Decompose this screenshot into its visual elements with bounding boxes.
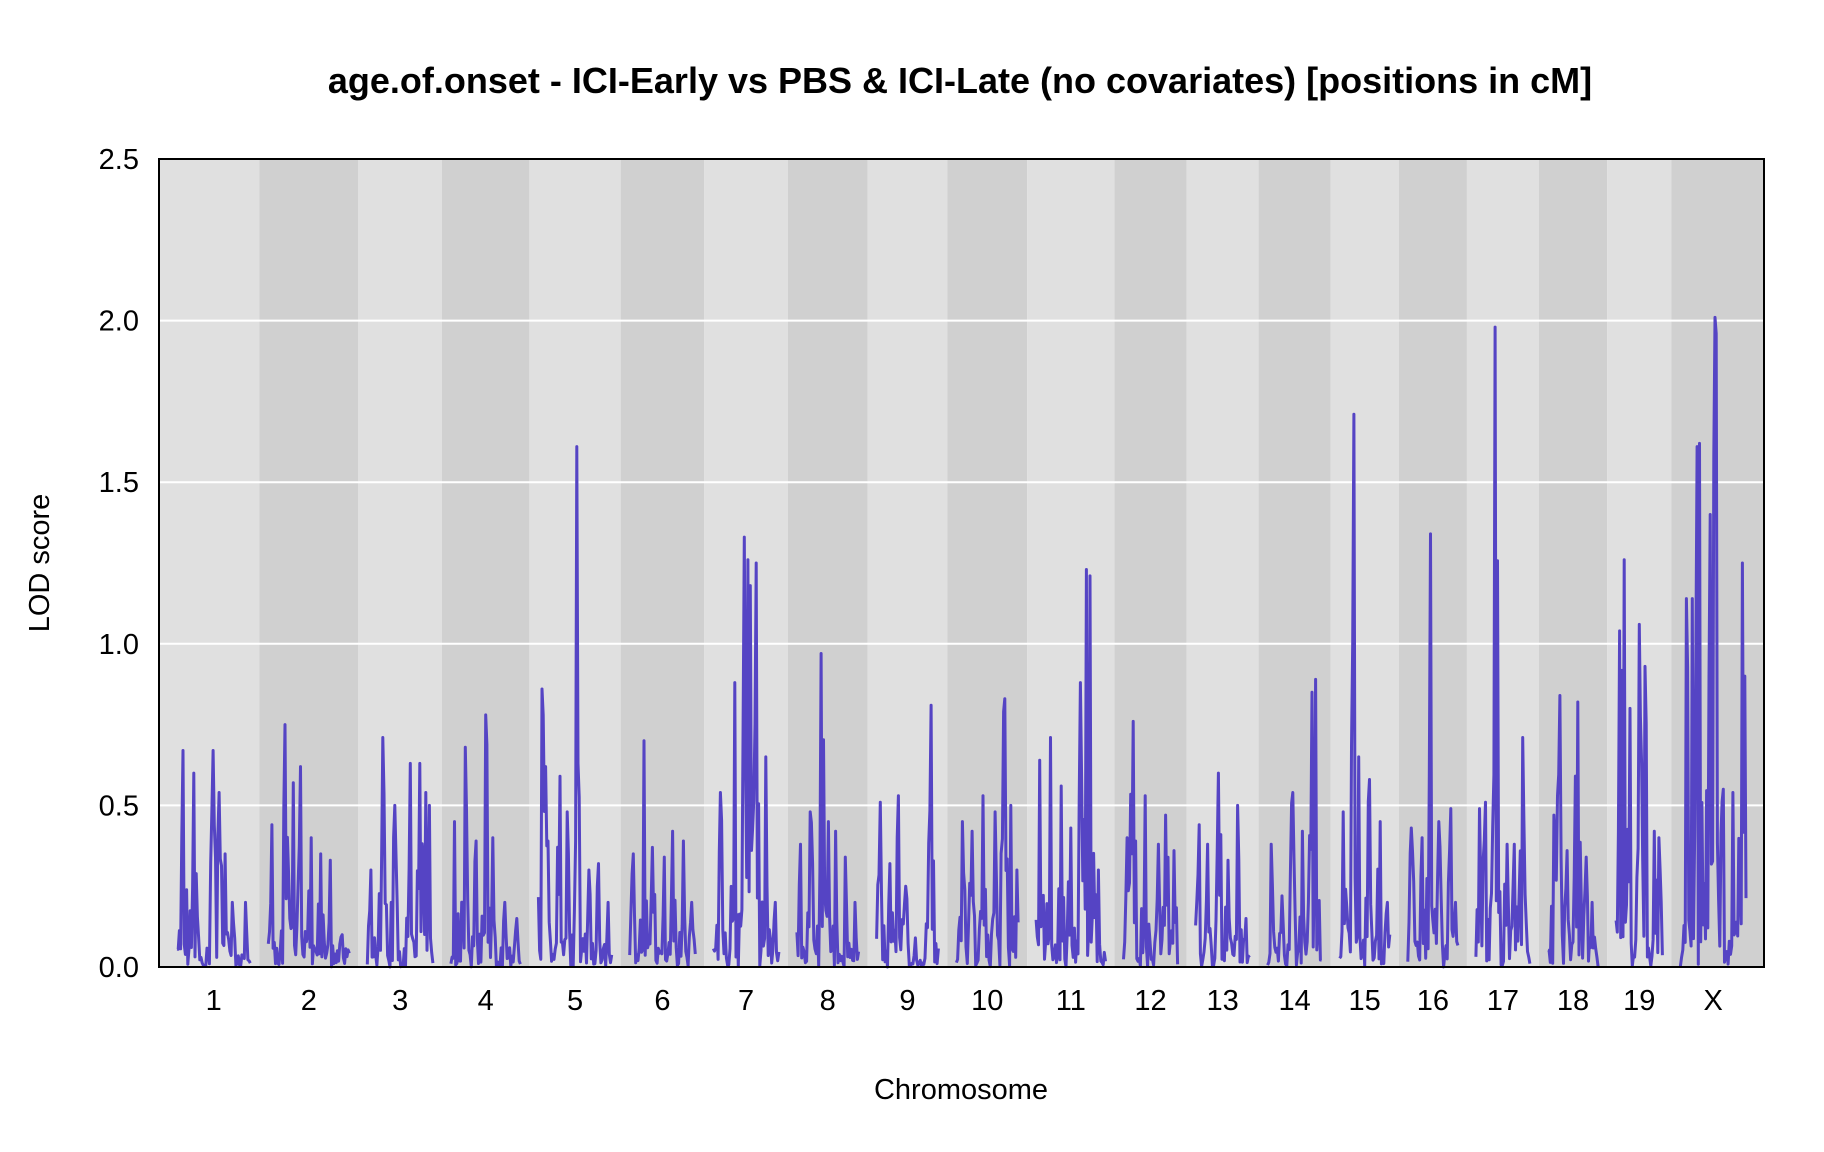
x-tick-label-chr-8: 8 <box>820 985 836 1017</box>
lod-line-chr-15 <box>1338 412 1392 968</box>
x-axis-label: Chromosome <box>874 1074 1048 1106</box>
y-axis-label: LOD score <box>24 494 56 633</box>
lod-line-chr-19 <box>1614 558 1664 968</box>
lod-line-chr-2 <box>266 723 351 969</box>
chromosome-band-12 <box>1114 159 1187 967</box>
x-tick-label-chr-15: 15 <box>1349 985 1381 1017</box>
x-tick-label-chr-10: 10 <box>971 985 1003 1017</box>
y-tick-label: 0.0 <box>99 952 139 984</box>
x-tick-label-chr-11: 11 <box>1056 985 1086 1017</box>
y-tick-label: 0.5 <box>99 790 139 822</box>
lod-line-chr-1 <box>176 749 252 968</box>
lod-line-chr-12 <box>1122 719 1180 968</box>
x-tick-label-chr-18: 18 <box>1557 985 1589 1017</box>
x-axis: 1 2 3 4 5 6 7 8 9 10 11 12 13 14 15 16 17 18 19 X <box>206 985 1723 1017</box>
lod-line-chr-17 <box>1474 325 1532 967</box>
y-tick-label: 2.0 <box>99 306 139 338</box>
lod-line-chr-X <box>1678 315 1748 967</box>
x-tick-label-chr-X: X <box>1704 985 1723 1017</box>
lod-line-chr-18 <box>1547 694 1600 967</box>
y-tick-label: 1.0 <box>99 629 139 661</box>
x-tick-label-chr-5: 5 <box>567 985 583 1017</box>
chromosome-band-1 <box>159 159 260 967</box>
lod-series <box>176 315 1748 969</box>
chromosome-band-10 <box>947 159 1028 967</box>
lod-line-chr-6 <box>628 739 697 968</box>
x-tick-label-chr-7: 7 <box>738 985 754 1017</box>
x-tick-label-chr-13: 13 <box>1206 985 1238 1017</box>
chromosome-band-18 <box>1538 159 1608 967</box>
x-tick-label-chr-17: 17 <box>1487 985 1519 1017</box>
x-tick-label-chr-14: 14 <box>1278 985 1310 1017</box>
lod-line-chr-8 <box>795 652 861 968</box>
lod-line-chr-4 <box>449 713 522 969</box>
x-tick-label-chr-6: 6 <box>654 985 670 1017</box>
x-tick-label-chr-3: 3 <box>392 985 408 1017</box>
x-tick-label-chr-9: 9 <box>899 985 915 1017</box>
lod-line-chr-9 <box>875 703 940 969</box>
lod-line-chr-13 <box>1194 771 1251 968</box>
lod-line-chr-10 <box>954 697 1020 969</box>
lod-line-chr-16 <box>1406 532 1460 969</box>
chart-title: age.of.onset - ICI-Early vs PBS & ICI-La… <box>328 60 1592 101</box>
lod-line-chr-5 <box>536 445 614 968</box>
x-tick-label-chr-16: 16 <box>1417 985 1449 1017</box>
x-tick-label-chr-2: 2 <box>301 985 317 1017</box>
x-tick-label-chr-1: 1 <box>206 985 222 1017</box>
chromosome-band-6 <box>620 159 705 967</box>
lod-line-chr-3 <box>365 736 435 969</box>
y-axis: 0.0 0.5 1.0 1.5 2.0 2.5 <box>99 144 139 984</box>
x-tick-label-chr-12: 12 <box>1134 985 1166 1017</box>
x-tick-label-chr-4: 4 <box>478 985 494 1017</box>
x-tick-label-chr-19: 19 <box>1623 985 1655 1017</box>
plot-frame <box>158 158 1765 968</box>
y-tick-label: 1.5 <box>99 467 139 499</box>
y-tick-label: 2.5 <box>99 144 139 176</box>
lod-line-chr-7 <box>711 535 781 968</box>
chromosome-band-15 <box>1330 159 1399 967</box>
lod-line-chr-14 <box>1266 677 1322 968</box>
chromosome-band-2 <box>259 159 359 967</box>
lod-line-chr-11 <box>1034 568 1107 969</box>
